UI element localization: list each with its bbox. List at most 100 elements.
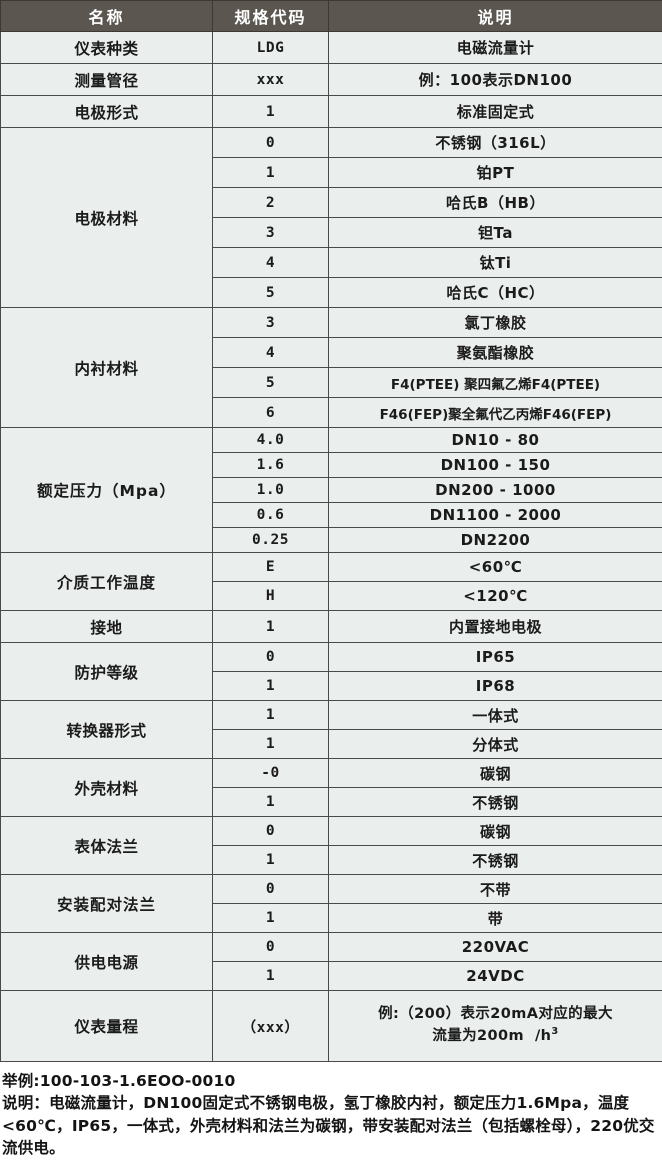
desc-cell: <120℃ [329,582,662,611]
table-row: 测量管径 xxx 例：100表示DN100 [1,64,662,96]
code-cell: -0 [213,759,329,788]
desc-cell: F46(FEP)聚全氟代乙丙烯F46(FEP) [329,398,662,428]
group-label-protection-level: 防护等级 [1,643,213,701]
desc-cell: 氯丁橡胶 [329,308,662,338]
group-label-electrode-form: 电极形式 [1,96,213,128]
table-row: 安装配对法兰 0 不带 [1,875,662,904]
range-desc-line1: 例:（200）表示20mA对应的最大 [378,1006,613,1022]
desc-cell: 带 [329,904,662,933]
desc-cell: 不带 [329,875,662,904]
desc-cell: DN1100 - 2000 [329,503,662,528]
group-label-power-supply: 供电电源 [1,933,213,991]
desc-cell: 哈氏B（HB） [329,188,662,218]
desc-cell: 标准固定式 [329,96,662,128]
column-header-name: 名称 [1,1,213,32]
desc-cell: 聚氨酯橡胶 [329,338,662,368]
group-label-medium-temperature: 介质工作温度 [1,553,213,611]
desc-cell: 不锈钢 [329,788,662,817]
desc-cell: 不锈钢 [329,846,662,875]
code-cell: 4 [213,338,329,368]
table-row: 仪表量程 （xxx） 例:（200）表示20mA对应的最大 流量为200m /h… [1,991,662,1062]
code-cell: 6 [213,398,329,428]
code-cell: 4 [213,248,329,278]
group-label-pipe-diameter: 测量管径 [1,64,213,96]
table-row: 接地 1 内置接地电极 [1,611,662,643]
table-header: 名称 规格代码 说明 [1,1,662,32]
group-label-shell-material: 外壳材料 [1,759,213,817]
code-cell: LDG [213,32,329,64]
desc-cell: 一体式 [329,701,662,730]
code-cell: 3 [213,218,329,248]
desc-cell: IP65 [329,643,662,672]
table-row: 内衬材料 3 氯丁橡胶 [1,308,662,338]
desc-cell: 钽Ta [329,218,662,248]
code-cell: 1 [213,701,329,730]
code-cell: 0 [213,933,329,962]
code-cell: 1 [213,96,329,128]
group-label-instrument-type: 仪表种类 [1,32,213,64]
code-cell: 1 [213,611,329,643]
code-cell: 3 [213,308,329,338]
code-cell: 0 [213,817,329,846]
group-label-mating-flange: 安装配对法兰 [1,875,213,933]
example-description: 说明：电磁流量计，DN100固定式不锈钢电极，氢丁橡胶内衬，额定压力1.6Mpa… [2,1092,660,1159]
table-row: 电极形式 1 标准固定式 [1,96,662,128]
code-cell: 5 [213,368,329,398]
table-body: 仪表种类 LDG 电磁流量计 测量管径 xxx 例：100表示DN100 电极形… [1,32,662,1062]
desc-cell: 碳钢 [329,759,662,788]
desc-cell: 铂PT [329,158,662,188]
table-row: 仪表种类 LDG 电磁流量计 [1,32,662,64]
table-row: 电极材料 0 不锈钢（316L） [1,128,662,158]
header-row: 名称 规格代码 说明 [1,1,662,32]
desc-cell: F4(PTEE) 聚四氟乙烯F4(PTEE) [329,368,662,398]
group-label-converter-form: 转换器形式 [1,701,213,759]
code-cell: 1 [213,846,329,875]
table-row: 外壳材料 -0 碳钢 [1,759,662,788]
range-desc-line2-pre: 流量为200m [432,1028,524,1044]
desc-cell: 电磁流量计 [329,32,662,64]
column-header-desc: 说明 [329,1,662,32]
code-cell: E [213,553,329,582]
desc-cell: 哈氏C（HC） [329,278,662,308]
desc-cell: DN100 - 150 [329,453,662,478]
specification-table: 名称 规格代码 说明 仪表种类 LDG 电磁流量计 测量管径 xxx 例：100… [0,0,662,1062]
code-cell: （xxx） [213,991,329,1062]
code-cell: 1 [213,672,329,701]
code-cell: 1 [213,158,329,188]
desc-cell: 分体式 [329,730,662,759]
group-label-body-flange: 表体法兰 [1,817,213,875]
code-cell: 4.0 [213,428,329,453]
code-cell: 1.6 [213,453,329,478]
code-cell: 0.25 [213,528,329,553]
desc-cell: IP68 [329,672,662,701]
spec-table-sheet: 名称 规格代码 说明 仪表种类 LDG 电磁流量计 测量管径 xxx 例：100… [0,0,662,1132]
code-cell: 1 [213,730,329,759]
table-row: 转换器形式 1 一体式 [1,701,662,730]
code-cell: 0.6 [213,503,329,528]
code-cell: xxx [213,64,329,96]
table-row: 额定压力（Mpa） 4.0 DN10 - 80 [1,428,662,453]
code-cell: 1 [213,962,329,991]
footer-notes: 举例:100-103-1.6EOO-0010 说明：电磁流量计，DN100固定式… [0,1062,662,1160]
code-cell: 1 [213,788,329,817]
desc-cell: 不锈钢（316L） [329,128,662,158]
code-cell: 1 [213,904,329,933]
range-desc-block: 例:（200）表示20mA对应的最大 流量为200m /h3 [378,1006,613,1045]
desc-cell: 碳钢 [329,817,662,846]
desc-cell: 内置接地电极 [329,611,662,643]
code-cell: 5 [213,278,329,308]
group-label-grounding: 接地 [1,611,213,643]
desc-cell: 例：100表示DN100 [329,64,662,96]
table-row: 防护等级 0 IP65 [1,643,662,672]
table-row: 表体法兰 0 碳钢 [1,817,662,846]
example-code-line: 举例:100-103-1.6EOO-0010 [2,1070,660,1092]
desc-cell: DN10 - 80 [329,428,662,453]
range-desc-superscript: 3 [551,1027,558,1038]
code-cell: 0 [213,643,329,672]
group-label-lining-material: 内衬材料 [1,308,213,428]
code-cell: 0 [213,128,329,158]
group-label-rated-pressure: 额定压力（Mpa） [1,428,213,553]
code-cell: 2 [213,188,329,218]
desc-cell: 220VAC [329,933,662,962]
desc-cell: DN200 - 1000 [329,478,662,503]
